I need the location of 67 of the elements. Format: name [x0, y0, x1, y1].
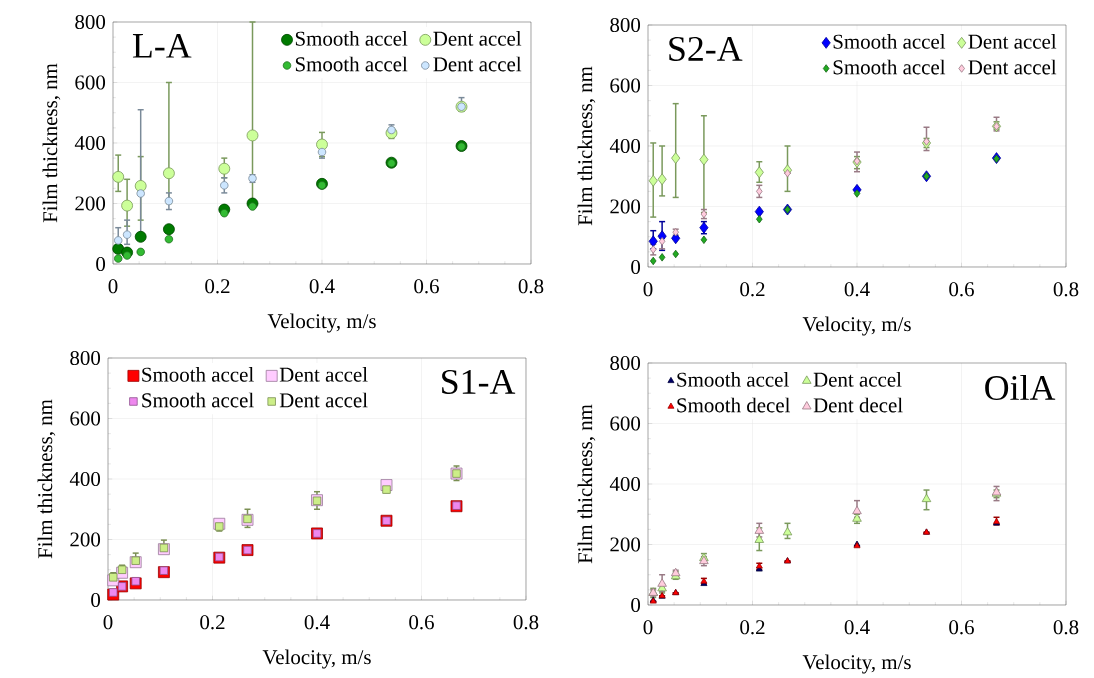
- x-tick-label: 0.8: [1053, 282, 1079, 297]
- x-tick-label: 0.2: [740, 620, 765, 635]
- y-tick-label: 600: [75, 75, 106, 90]
- chart-title: S2-A: [669, 36, 743, 61]
- x-tick-label: 0.6: [949, 282, 974, 297]
- legend-label: Dent accel: [968, 59, 1057, 75]
- y-tick-label: 600: [70, 411, 101, 426]
- x-tick-label: 0.6: [949, 620, 974, 635]
- y-tick-label: 0: [91, 592, 101, 608]
- legend-label: Smooth accel: [295, 56, 408, 72]
- legend-label: Smooth accel: [142, 392, 254, 408]
- x-tick-label: 0.2: [200, 615, 225, 630]
- legend-label: Smooth accel: [142, 367, 254, 382]
- legend-label: Smooth decel: [677, 397, 791, 413]
- y-tick-label: 800: [610, 17, 641, 33]
- y-tick-label: 800: [610, 355, 641, 371]
- legend-label: Dent decel: [813, 397, 903, 413]
- y-tick-label: 400: [74, 135, 106, 151]
- legend-label: Dent accel: [279, 367, 368, 382]
- y-tick-label: 0: [96, 256, 106, 272]
- y-tick-label: 400: [609, 476, 641, 492]
- x-tick-label: 0.6: [409, 615, 434, 630]
- y-axis-title: Film thickness, nm: [42, 63, 61, 223]
- y-tick-label: 200: [610, 199, 641, 214]
- legend-label: Dent accel: [279, 392, 368, 408]
- x-tick-label: 0: [108, 279, 118, 294]
- y-tick-label: 800: [70, 350, 101, 366]
- x-axis-title: Velocity, m/s: [802, 316, 911, 336]
- y-tick-label: 0: [631, 597, 641, 613]
- y-tick-label: 200: [70, 532, 101, 547]
- chart-title: S1-A: [442, 369, 516, 394]
- legend-label: Smooth accel: [833, 59, 946, 75]
- y-tick-label: 400: [609, 138, 641, 154]
- chart-title: OilA: [985, 374, 1056, 401]
- y-axis-title: Film thickness, nm: [37, 399, 56, 559]
- x-tick-label: 0.8: [513, 615, 539, 630]
- legend-label: Smooth accel: [295, 31, 408, 46]
- y-axis-title: Film thickness, nm: [577, 66, 596, 226]
- x-tick-label: 0.8: [518, 279, 544, 294]
- x-axis-title: Velocity, m/s: [267, 313, 376, 333]
- legend-label: Dent accel: [433, 56, 522, 72]
- legend-label: Dent accel: [433, 31, 522, 46]
- x-tick-label: 0.6: [414, 279, 439, 294]
- x-tick-label: 0.4: [309, 279, 335, 294]
- y-tick-label: 200: [75, 196, 106, 211]
- x-tick-label: 0.2: [205, 279, 230, 294]
- x-tick-label: 0.4: [844, 620, 870, 635]
- y-tick-label: 200: [610, 537, 641, 552]
- x-tick-label: 0: [643, 282, 653, 297]
- legend-label: Dent accel: [968, 34, 1057, 49]
- legend-label: Smooth accel: [833, 34, 946, 49]
- x-tick-label: 0: [643, 620, 653, 635]
- legend-label: Smooth accel: [677, 372, 789, 387]
- x-tick-label: 0.8: [1053, 620, 1079, 635]
- y-tick-label: 800: [75, 14, 106, 30]
- x-axis-title: Velocity, m/s: [262, 649, 371, 669]
- y-tick-label: 600: [610, 78, 641, 93]
- x-tick-label: 0.4: [304, 615, 330, 630]
- y-tick-label: 0: [631, 259, 641, 275]
- x-tick-label: 0.2: [740, 282, 765, 297]
- y-tick-label: 400: [69, 471, 101, 487]
- x-tick-label: 0.4: [844, 282, 870, 297]
- y-axis-title: Film thickness, nm: [577, 404, 596, 564]
- legend-label: Dent accel: [813, 372, 902, 387]
- chart-title: L-A: [132, 33, 192, 58]
- y-tick-label: 600: [610, 416, 641, 431]
- x-axis-title: Velocity, m/s: [802, 654, 911, 674]
